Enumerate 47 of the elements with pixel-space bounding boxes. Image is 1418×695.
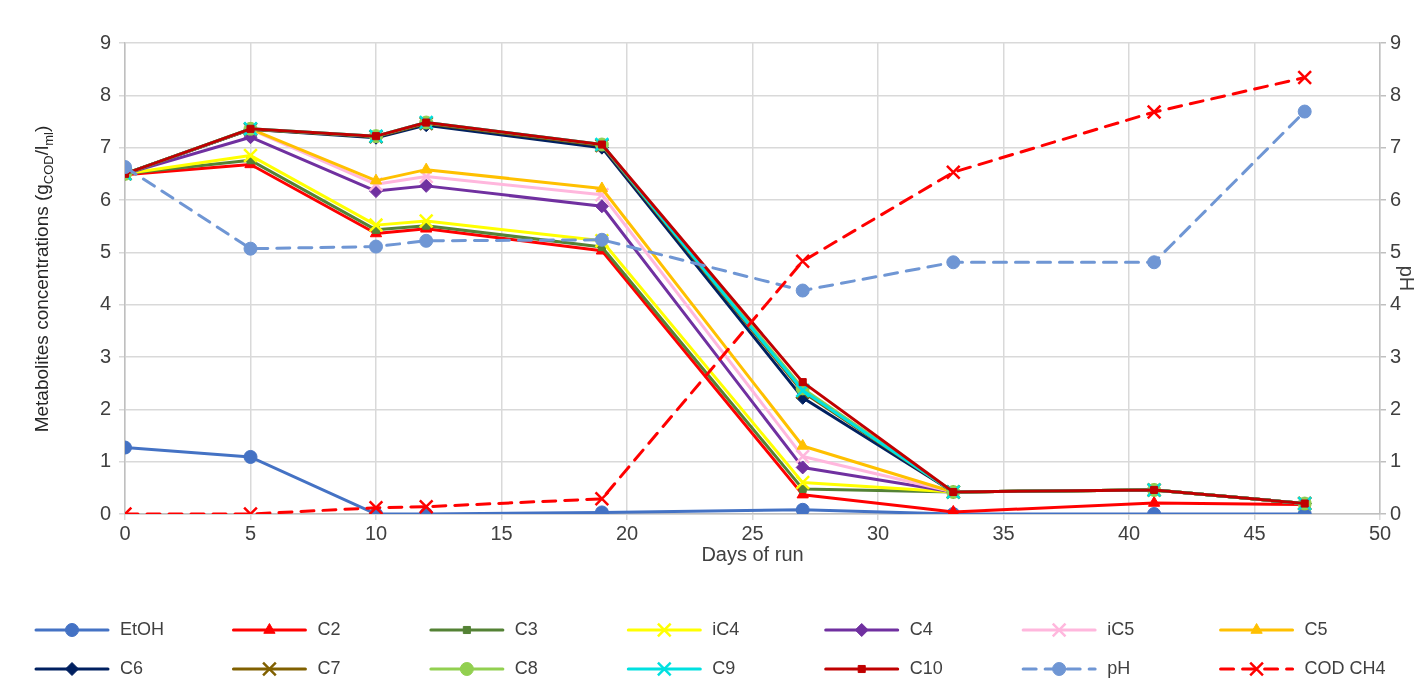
y2-tick-label: 6	[1390, 187, 1402, 210]
legend-label: C5	[1304, 618, 1328, 639]
legend-label: C10	[909, 657, 943, 678]
legend-label: iC5	[1107, 618, 1135, 639]
y-tick-label: 5	[99, 239, 111, 262]
y2-tick-label: 5	[1390, 239, 1402, 262]
legend-label: C3	[514, 618, 538, 639]
legend-label: C4	[909, 618, 933, 639]
legend-label: pH	[1107, 657, 1131, 678]
legend-label: C7	[317, 657, 341, 678]
y-tick-label: 8	[99, 82, 111, 105]
x-tick-label: 10	[364, 521, 388, 544]
y2-tick-label: 0	[1390, 501, 1402, 524]
y2-tick-label: 3	[1390, 344, 1402, 367]
x-tick-label: 0	[119, 521, 131, 544]
y-tick-label: 4	[99, 292, 111, 315]
legend-label: iC4	[712, 618, 740, 639]
y-tick-label: 9	[99, 30, 111, 53]
legend-label: C9	[712, 657, 736, 678]
x-tick-label: 35	[992, 521, 1015, 544]
y2-tick-label: 2	[1390, 396, 1402, 419]
y-tick-label: 2	[99, 396, 111, 419]
legend-label: C2	[317, 618, 341, 639]
x-tick-label: 45	[1243, 521, 1266, 544]
legend-label: C6	[120, 657, 144, 678]
y2-axis-title: pH	[1396, 265, 1418, 292]
y2-tick-label: 1	[1390, 449, 1402, 472]
y-tick-label: 1	[99, 449, 111, 472]
y-tick-label: 0	[99, 501, 111, 524]
y2-tick-label: 9	[1390, 30, 1402, 53]
x-axis-title: Days of run	[701, 542, 804, 565]
legend-label: COD CH4	[1304, 657, 1386, 678]
y2-tick-label: 8	[1390, 82, 1402, 105]
y-tick-label: 6	[99, 187, 111, 210]
y2-tick-label: 7	[1390, 135, 1402, 158]
x-tick-label: 25	[741, 521, 764, 544]
x-tick-label: 50	[1368, 521, 1392, 544]
x-tick-label: 30	[866, 521, 890, 544]
legend-label: C8	[514, 657, 538, 678]
y-tick-label: 7	[99, 135, 111, 158]
x-tick-label: 20	[615, 521, 639, 544]
y2-tick-label: 4	[1390, 292, 1402, 315]
legend-label: EtOH	[120, 618, 165, 639]
y-tick-label: 3	[99, 344, 111, 367]
x-tick-label: 40	[1117, 521, 1141, 544]
x-tick-label: 15	[490, 521, 513, 544]
x-tick-label: 5	[244, 521, 257, 544]
